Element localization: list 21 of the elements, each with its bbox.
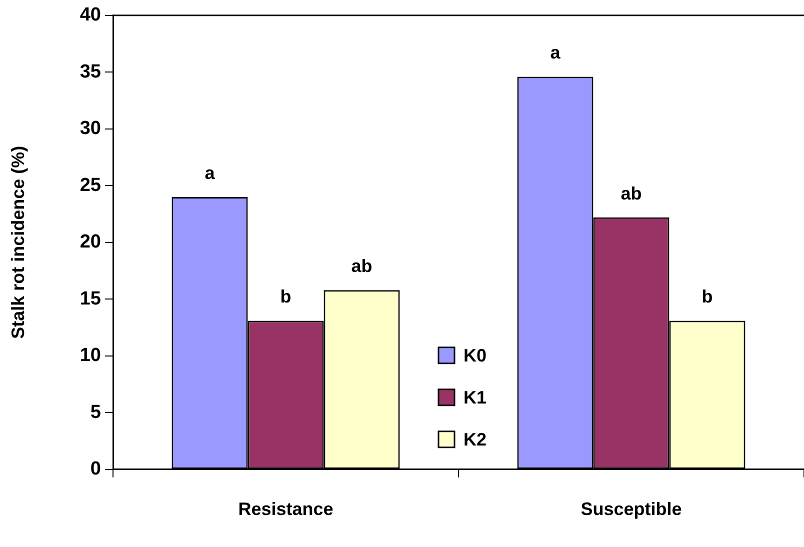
data-label: ab — [351, 256, 372, 276]
data-label: a — [204, 162, 216, 183]
data-label: ab — [620, 183, 642, 204]
x-tick-label: Susceptible — [580, 499, 682, 520]
legend-label: K0 — [464, 345, 487, 366]
y-tick-label: 0 — [90, 458, 101, 480]
y-axis-title: Stalk rot incidence (%) — [8, 146, 28, 339]
y-tick-label: 20 — [80, 232, 101, 253]
data-label: b — [702, 286, 713, 307]
legend-label: K2 — [464, 429, 487, 450]
data-label: b — [280, 286, 292, 307]
y-tick-label: 25 — [80, 174, 102, 196]
y-tick-label: 30 — [80, 118, 101, 140]
x-tick-label: Resistance — [238, 499, 334, 520]
y-tick-label: 40 — [80, 4, 101, 26]
legend-label: K1 — [464, 387, 487, 408]
y-tick-label: 35 — [80, 61, 102, 82]
y-tick-label: 5 — [90, 402, 102, 423]
y-tick-label: 10 — [80, 345, 101, 366]
data-label: a — [550, 42, 562, 63]
y-tick-label: 15 — [80, 288, 102, 310]
